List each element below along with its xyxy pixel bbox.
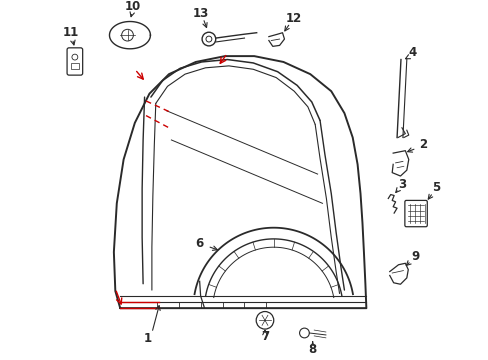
Text: 2: 2 <box>419 138 427 151</box>
Text: 1: 1 <box>143 332 152 345</box>
Text: 8: 8 <box>308 343 316 356</box>
Text: 7: 7 <box>261 330 268 343</box>
Text: 11: 11 <box>63 26 79 39</box>
Text: 6: 6 <box>195 237 203 250</box>
Text: 4: 4 <box>407 46 416 59</box>
Text: 9: 9 <box>410 251 418 264</box>
Text: 5: 5 <box>431 181 440 194</box>
Text: 12: 12 <box>285 12 302 24</box>
Text: 10: 10 <box>124 0 140 13</box>
Text: 3: 3 <box>397 178 405 191</box>
Text: 13: 13 <box>192 7 208 20</box>
